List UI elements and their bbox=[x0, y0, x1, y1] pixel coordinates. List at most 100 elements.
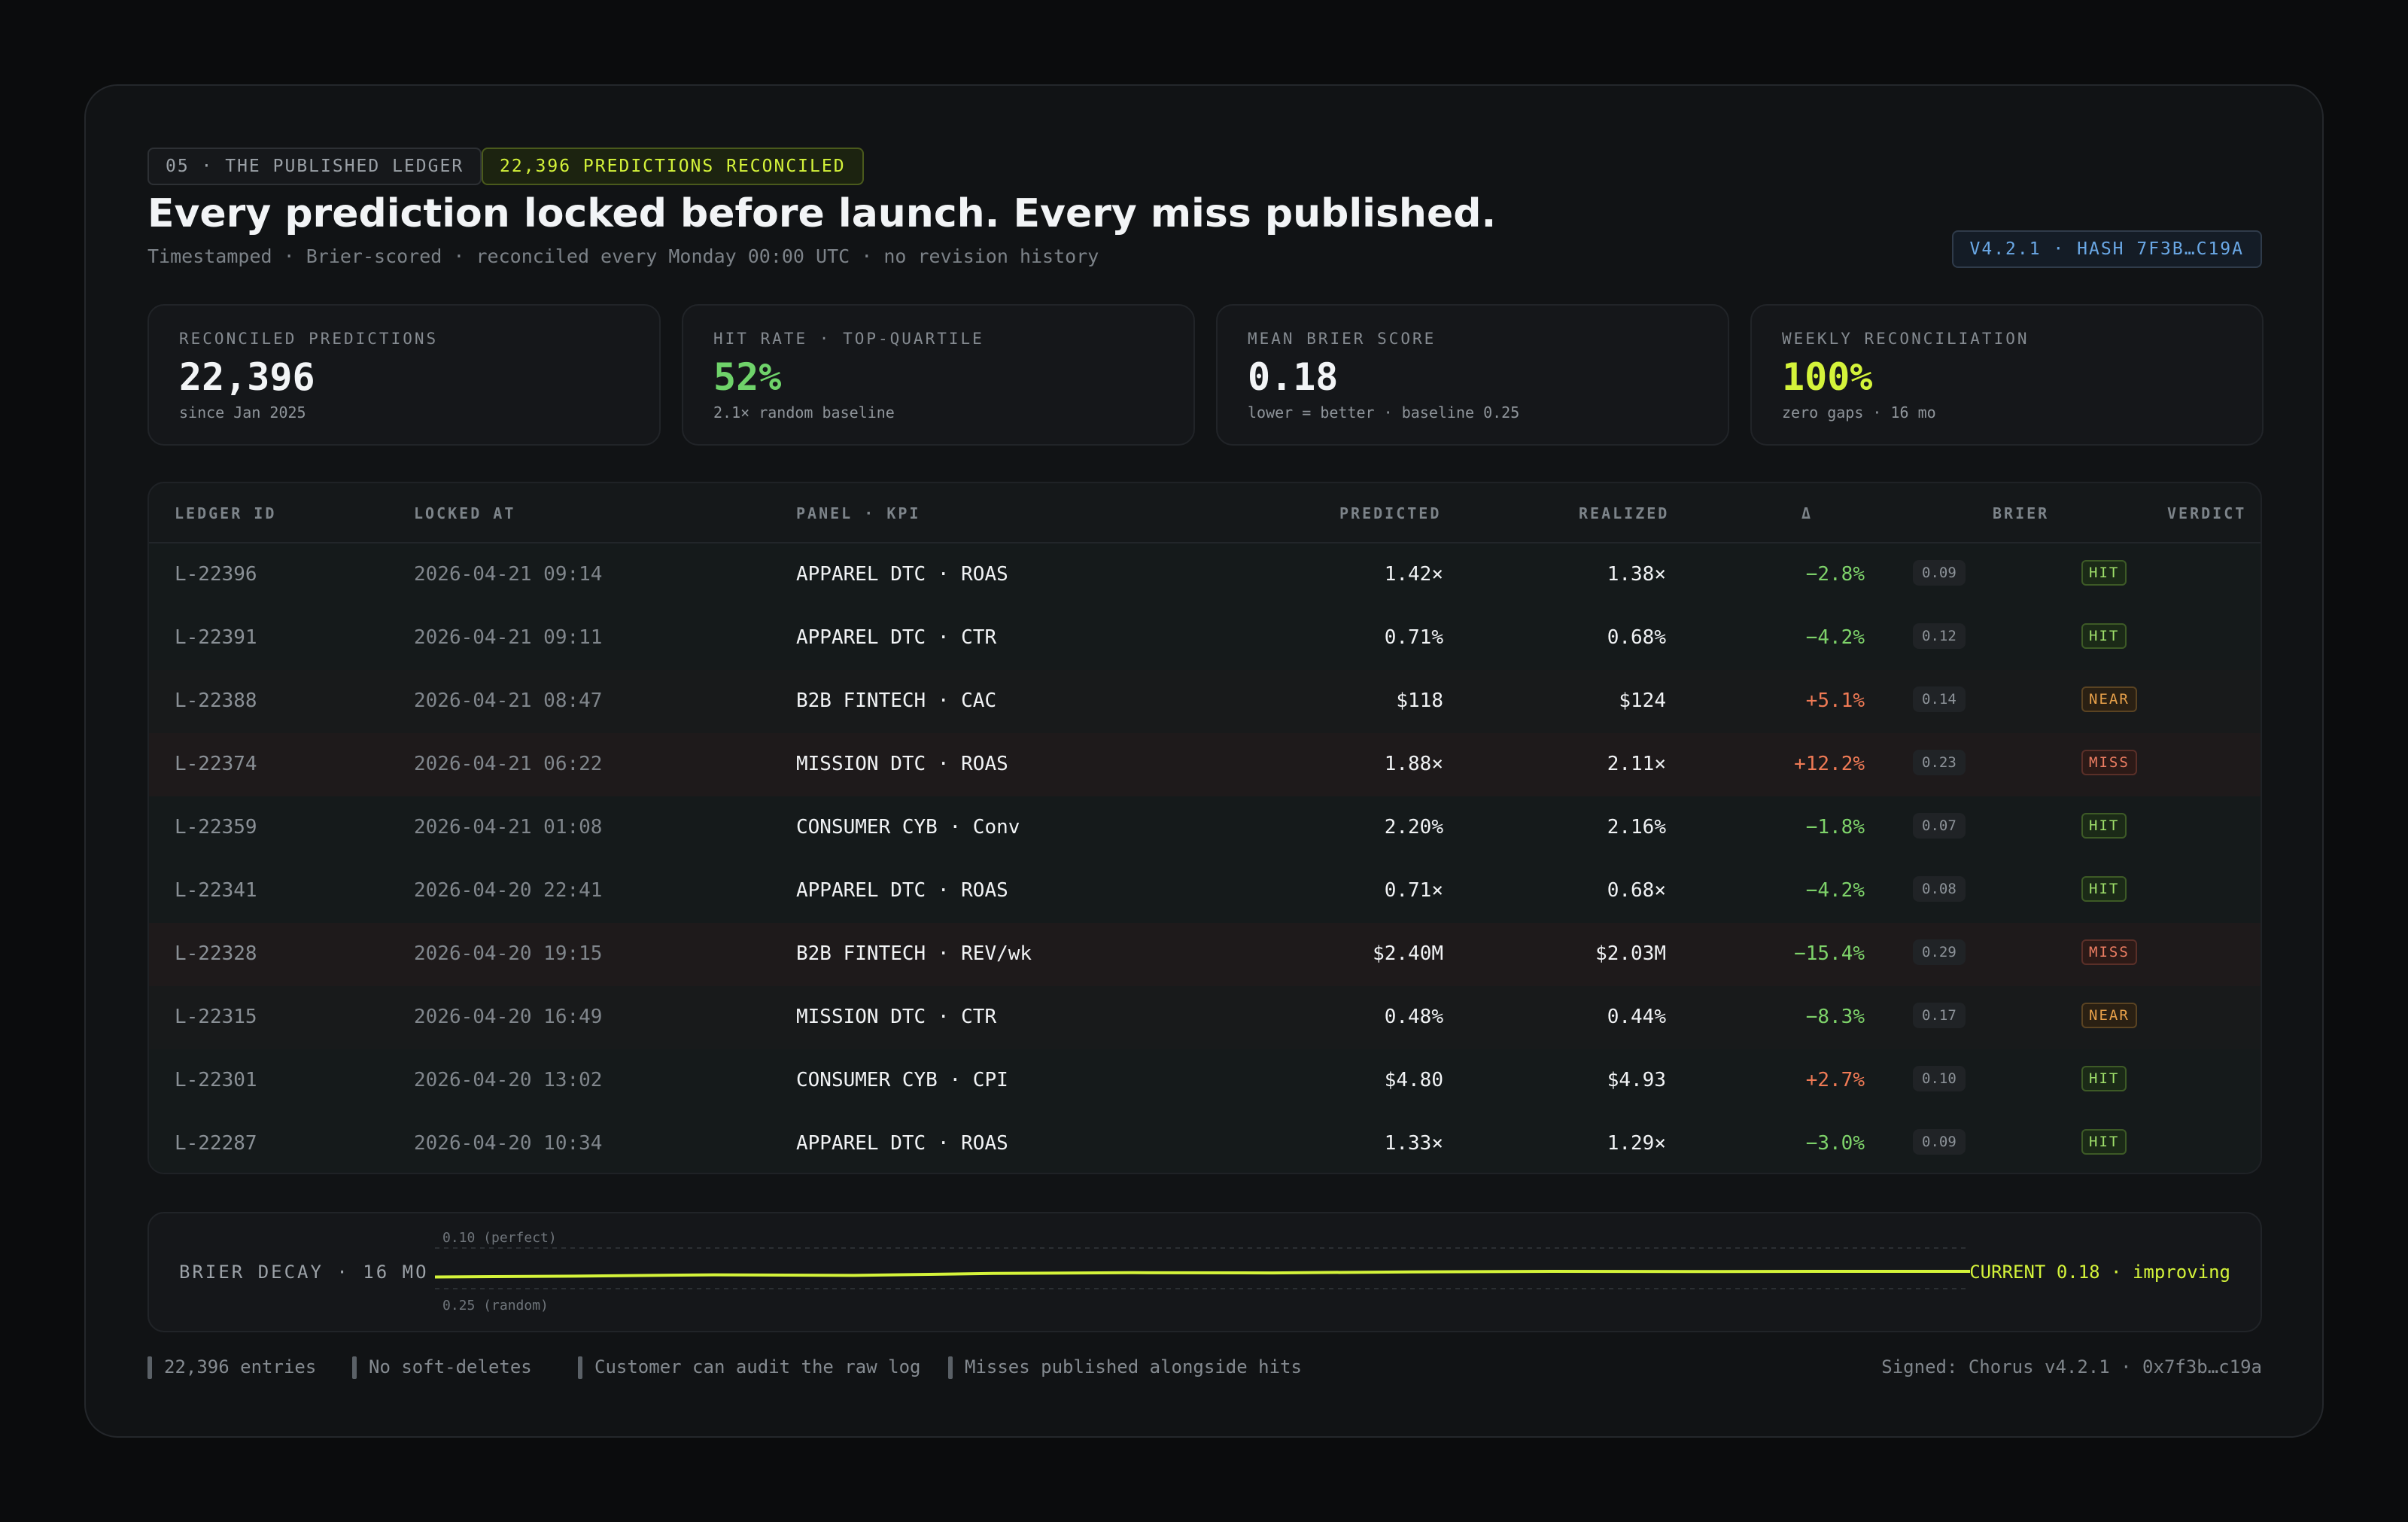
column-header-locked-at[interactable]: LOCKED AT bbox=[414, 504, 516, 522]
locked-at-cell: 2026-04-21 08:47 bbox=[414, 689, 603, 712]
locked-at-cell: 2026-04-21 06:22 bbox=[414, 753, 603, 775]
table-row[interactable]: L-22301 2026-04-20 13:02 CONSUMER CYB · CP… bbox=[149, 1049, 2261, 1113]
verdict-badge: MISS bbox=[2081, 750, 2137, 775]
brier-score-badge: 0.10 bbox=[1913, 1066, 1966, 1091]
kpi-card-brier: MEAN BRIER SCORE 0.18 lower = better · b… bbox=[1216, 304, 1729, 446]
delta-cell: −8.3% bbox=[1805, 1006, 1865, 1028]
table-row[interactable]: L-22341 2026-04-20 22:41 APPAREL DTC · ROA… bbox=[149, 860, 2261, 923]
ledger-id-cell: L-22396 bbox=[175, 563, 257, 586]
table-row[interactable]: L-22374 2026-04-21 06:22 MISSION DTC · ROA… bbox=[149, 733, 2261, 796]
table-row[interactable]: L-22359 2026-04-21 01:08 CONSUMER CYB · Co… bbox=[149, 796, 2261, 860]
realized-cell: 2.11× bbox=[1607, 753, 1666, 775]
locked-at-cell: 2026-04-20 22:41 bbox=[414, 879, 603, 902]
table-row[interactable]: L-22391 2026-04-21 09:11 APPAREL DTC · CTR… bbox=[149, 607, 2261, 670]
table-row[interactable]: L-22396 2026-04-21 09:14 APPAREL DTC · ROA… bbox=[149, 543, 2261, 607]
column-header-predicted[interactable]: PREDICTED bbox=[1339, 504, 1442, 522]
perfect-reference-label: 0.10 (perfect) bbox=[442, 1230, 557, 1246]
kpi-note: 2.1× random baseline bbox=[713, 403, 895, 422]
section-pill: 05 · THE PUBLISHED LEDGER bbox=[147, 148, 482, 185]
verdict-badge: HIT bbox=[2081, 623, 2127, 649]
kpi-value: 0.18 bbox=[1248, 355, 1339, 399]
delta-cell: +2.7% bbox=[1805, 1069, 1865, 1091]
verdict-badge: HIT bbox=[2081, 560, 2127, 586]
predicted-cell: $118 bbox=[1396, 689, 1443, 712]
delta-cell: −2.8% bbox=[1805, 563, 1865, 586]
realized-cell: 0.68× bbox=[1607, 879, 1666, 902]
table-row[interactable]: L-22388 2026-04-21 08:47 B2B FINTECH · CAC… bbox=[149, 670, 2261, 733]
ledger-id-cell: L-22388 bbox=[175, 689, 257, 712]
predicted-cell: 1.42× bbox=[1384, 563, 1443, 586]
delta-cell: −4.2% bbox=[1805, 626, 1865, 649]
locked-at-cell: 2026-04-20 19:15 bbox=[414, 942, 603, 965]
brier-score-badge: 0.17 bbox=[1913, 1003, 1966, 1028]
locked-at-cell: 2026-04-20 10:34 bbox=[414, 1132, 603, 1155]
locked-at-cell: 2026-04-21 09:11 bbox=[414, 626, 603, 649]
ledger-id-cell: L-22328 bbox=[175, 942, 257, 965]
table-row[interactable]: L-22315 2026-04-20 16:49 MISSION DTC · CTR… bbox=[149, 986, 2261, 1049]
brier-score-badge: 0.09 bbox=[1913, 560, 1966, 586]
kpi-note: zero gaps · 16 mo bbox=[1782, 403, 1936, 422]
locked-at-cell: 2026-04-21 09:14 bbox=[414, 563, 603, 586]
realized-cell: $124 bbox=[1619, 689, 1666, 712]
brier-score-badge: 0.08 bbox=[1913, 876, 1966, 902]
kpi-note: lower = better · baseline 0.25 bbox=[1248, 403, 1520, 422]
current-brier-status: CURRENT 0.18 · improving bbox=[1969, 1262, 2230, 1283]
column-header-delta[interactable]: Δ bbox=[1801, 504, 1814, 522]
ledger-id-cell: L-22341 bbox=[175, 879, 257, 902]
table-header: LEDGER ID LOCKED AT PANEL · KPI PREDICTE… bbox=[149, 483, 2261, 543]
locked-at-cell: 2026-04-20 16:49 bbox=[414, 1006, 603, 1028]
page-title: Every prediction locked before launch. E… bbox=[147, 191, 1497, 236]
panel-kpi-cell: B2B FINTECH · CAC bbox=[796, 689, 997, 712]
footer-signature: Signed: Chorus v4.2.1 · 0x7f3b…c19a bbox=[1881, 1356, 2262, 1377]
ledger-table: LEDGER ID LOCKED AT PANEL · KPI PREDICTE… bbox=[147, 482, 2262, 1174]
column-header-realized[interactable]: REALIZED bbox=[1579, 504, 1670, 522]
brier-score-badge: 0.14 bbox=[1913, 686, 1966, 712]
verdict-badge: MISS bbox=[2081, 939, 2137, 965]
kpi-card-hit-rate: HIT RATE · TOP-QUARTILE 52% 2.1× random … bbox=[682, 304, 1195, 446]
delta-cell: −1.8% bbox=[1805, 816, 1865, 839]
kpi-card-weekly: WEEKLY RECONCILIATION 100% zero gaps · 1… bbox=[1750, 304, 2264, 446]
column-header-brier[interactable]: BRIER bbox=[1993, 504, 2050, 522]
ledger-id-cell: L-22315 bbox=[175, 1006, 257, 1028]
panel-kpi-cell: APPAREL DTC · ROAS bbox=[796, 879, 1008, 902]
verdict-badge: HIT bbox=[2081, 1129, 2127, 1155]
kpi-label: WEEKLY RECONCILIATION bbox=[1782, 330, 2029, 348]
verdict-badge: HIT bbox=[2081, 876, 2127, 902]
column-header-ledger-id[interactable]: LEDGER ID bbox=[175, 504, 277, 522]
realized-cell: 0.68% bbox=[1607, 626, 1666, 649]
predicted-cell: $2.40M bbox=[1373, 942, 1443, 965]
realized-cell: 2.16% bbox=[1607, 816, 1666, 839]
page-subtitle: Timestamped · Brier-scored · reconciled … bbox=[147, 245, 1099, 267]
delta-cell: +12.2% bbox=[1794, 753, 1865, 775]
kpi-card-reconciled: RECONCILED PREDICTIONS 22,396 since Jan … bbox=[147, 304, 661, 446]
column-header-panel-kpi[interactable]: PANEL · KPI bbox=[796, 504, 921, 522]
version-hash-badge[interactable]: V4.2.1 · HASH 7F3B…C19A bbox=[1951, 230, 2262, 268]
brier-score-badge: 0.29 bbox=[1913, 939, 1966, 965]
realized-cell: 0.44% bbox=[1607, 1006, 1666, 1028]
realized-cell: $2.03M bbox=[1595, 942, 1666, 965]
brier-score-badge: 0.07 bbox=[1913, 813, 1966, 839]
column-header-verdict[interactable]: VERDICT bbox=[2167, 504, 2247, 522]
delta-cell: −4.2% bbox=[1805, 879, 1865, 902]
footer-item-audit: Customer can audit the raw log bbox=[578, 1356, 920, 1379]
kpi-row: RECONCILED PREDICTIONS 22,396 since Jan … bbox=[147, 304, 2264, 446]
table-row[interactable]: L-22328 2026-04-20 19:15 B2B FINTECH · REV… bbox=[149, 923, 2261, 986]
locked-at-cell: 2026-04-21 01:08 bbox=[414, 816, 603, 839]
realized-cell: 1.29× bbox=[1607, 1132, 1666, 1155]
panel-kpi-cell: MISSION DTC · ROAS bbox=[796, 753, 1008, 775]
panel-kpi-cell: APPAREL DTC · ROAS bbox=[796, 1132, 1008, 1155]
locked-at-cell: 2026-04-20 13:02 bbox=[414, 1069, 603, 1091]
predicted-cell: 0.48% bbox=[1384, 1006, 1443, 1028]
panel-kpi-cell: CONSUMER CYB · Conv bbox=[796, 816, 1020, 839]
footer-item-no-soft-deletes: No soft-deletes bbox=[352, 1356, 532, 1379]
brier-decay-strip: BRIER DECAY · 16 MO 0.10 (perfect) 0.25 … bbox=[147, 1212, 2262, 1332]
random-reference-label: 0.25 (random) bbox=[442, 1298, 549, 1313]
ledger-id-cell: L-22301 bbox=[175, 1069, 257, 1091]
predicted-cell: 2.20% bbox=[1384, 816, 1443, 839]
reconciled-count-badge: 22,396 PREDICTIONS RECONCILED bbox=[482, 148, 864, 185]
realized-cell: $4.93 bbox=[1607, 1069, 1666, 1091]
table-row[interactable]: L-22287 2026-04-20 10:34 APPAREL DTC · ROA… bbox=[149, 1113, 2261, 1173]
kpi-label: MEAN BRIER SCORE bbox=[1248, 330, 1437, 348]
verdict-badge: HIT bbox=[2081, 813, 2127, 839]
footer-item-entries: 22,396 entries bbox=[147, 1356, 316, 1379]
